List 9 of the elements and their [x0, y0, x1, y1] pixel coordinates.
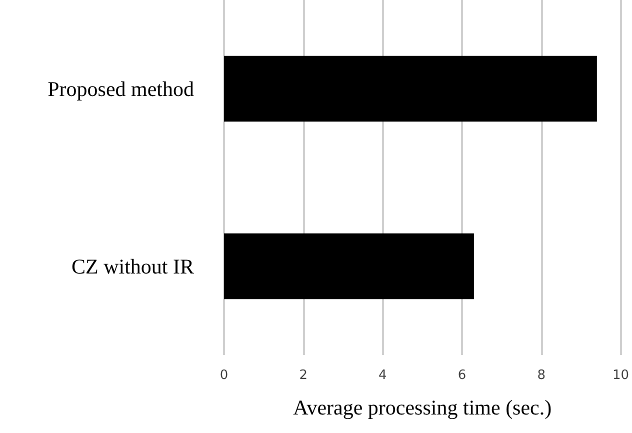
x-tick-label: 0: [220, 368, 228, 383]
y-tick-label: Proposed method: [48, 76, 194, 101]
y-tick-label: CZ without IR: [71, 254, 194, 278]
x-tick-label: 6: [458, 368, 466, 383]
x-tick-label: 10: [612, 368, 629, 383]
x-tick-label: 4: [378, 368, 387, 383]
x-tick-label: 8: [537, 368, 546, 383]
x-tick-label: 2: [299, 368, 308, 383]
x-axis-title: Average processing time (sec.): [293, 396, 552, 420]
